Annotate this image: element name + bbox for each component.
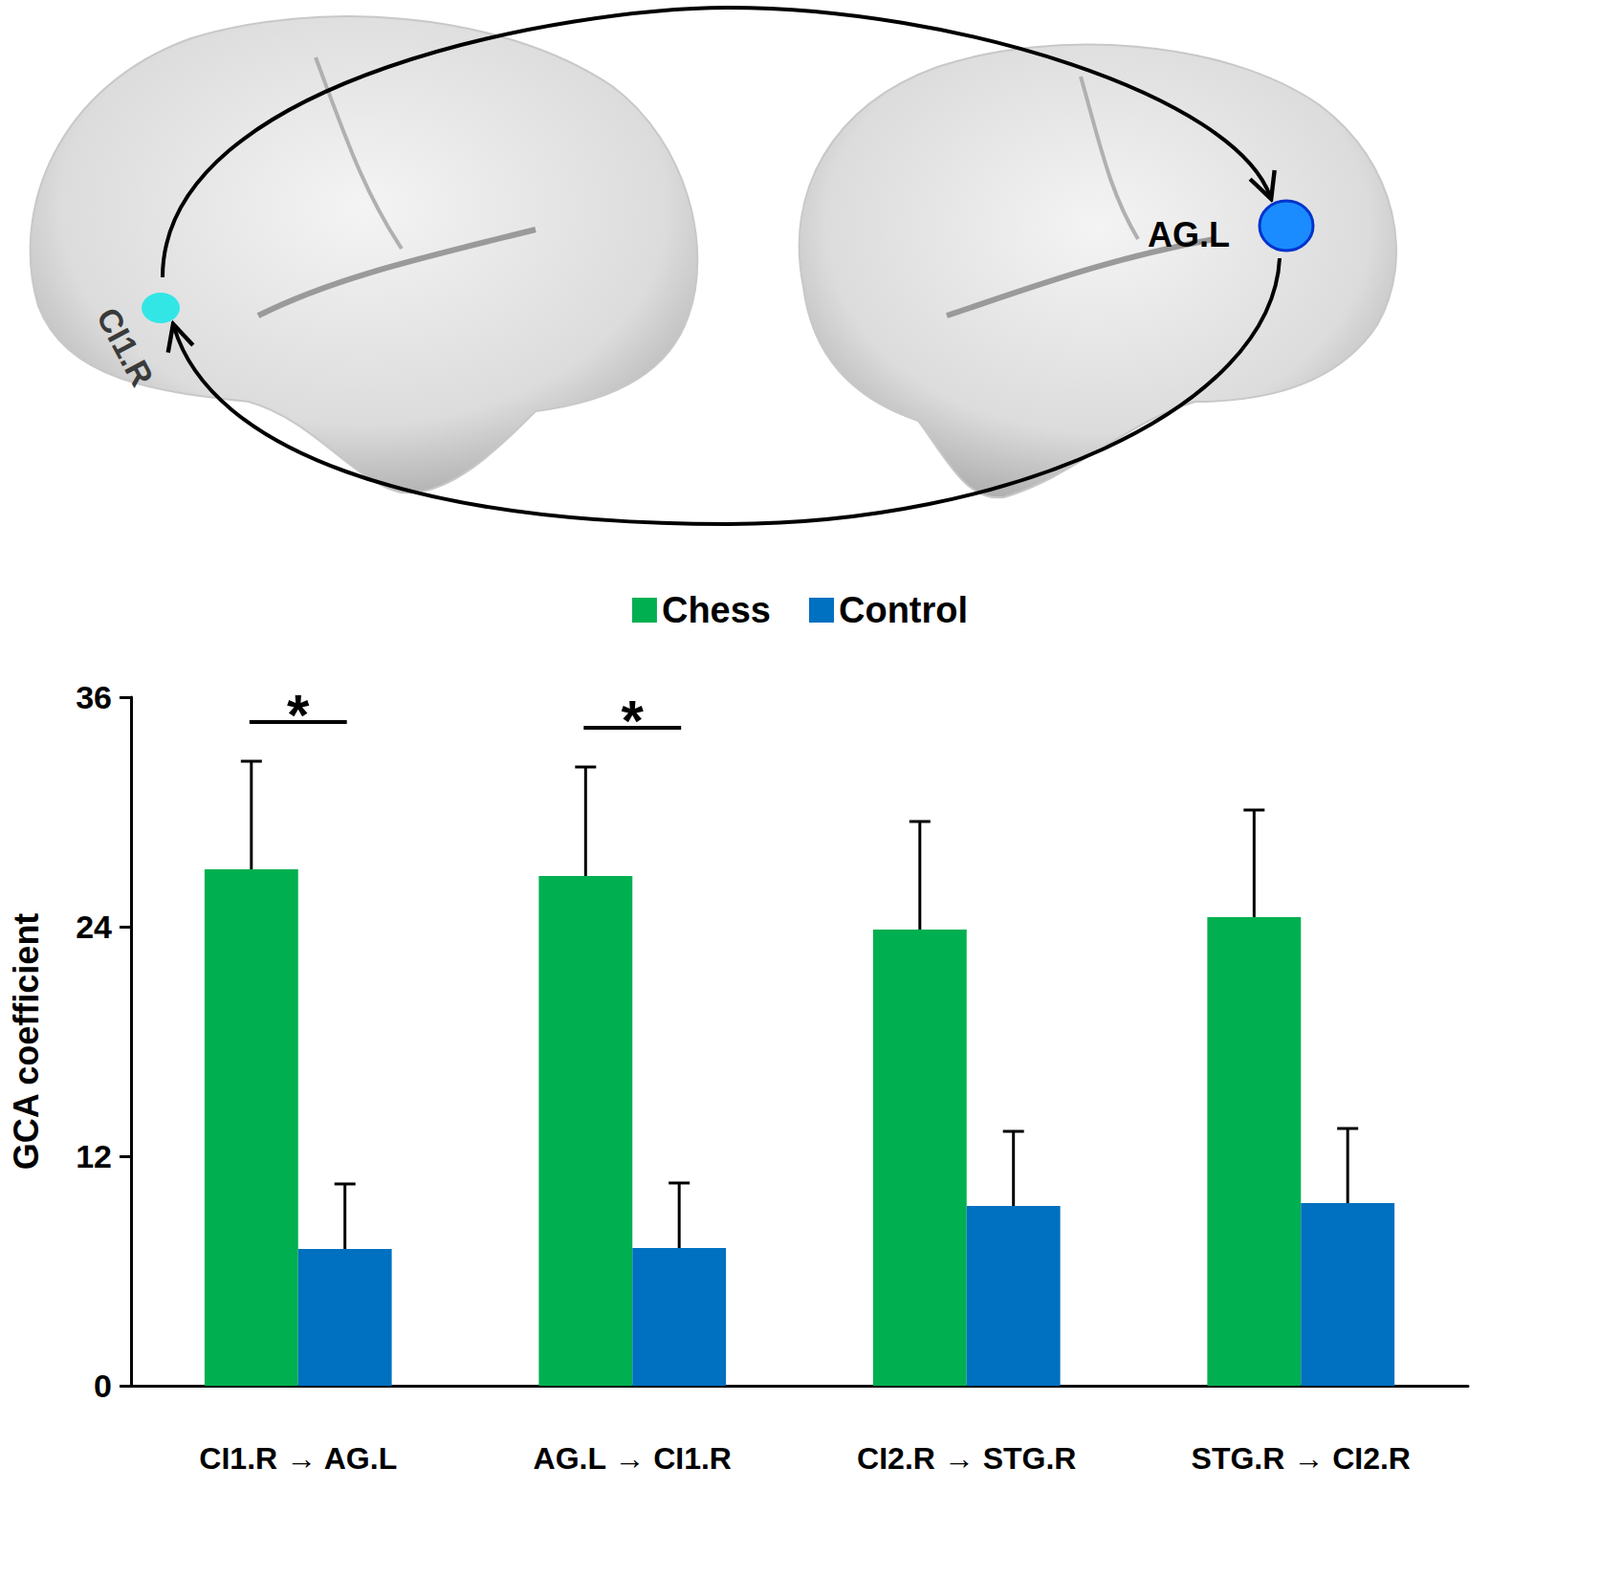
svg-text:36: 36 xyxy=(75,679,112,716)
svg-text:CI2.R → STG.R: CI2.R → STG.R xyxy=(856,1441,1076,1476)
svg-text:AG.L → CI1.R: AG.L → CI1.R xyxy=(533,1441,732,1476)
svg-text:AG.L: AG.L xyxy=(1147,215,1230,255)
svg-text:*: * xyxy=(621,688,645,753)
svg-text:CI1.R → AG.L: CI1.R → AG.L xyxy=(198,1441,397,1476)
svg-text:12: 12 xyxy=(75,1138,112,1175)
svg-text:CI1.R: CI1.R xyxy=(89,301,161,393)
svg-text:24: 24 xyxy=(75,908,112,945)
svg-text:Control: Control xyxy=(838,590,968,631)
svg-text:STG.R → CI2.R: STG.R → CI2.R xyxy=(1191,1441,1411,1476)
svg-text:GCA coefficient: GCA coefficient xyxy=(6,913,46,1171)
svg-text:0: 0 xyxy=(93,1367,112,1404)
svg-text:Chess: Chess xyxy=(661,590,771,631)
svg-text:*: * xyxy=(286,682,310,747)
